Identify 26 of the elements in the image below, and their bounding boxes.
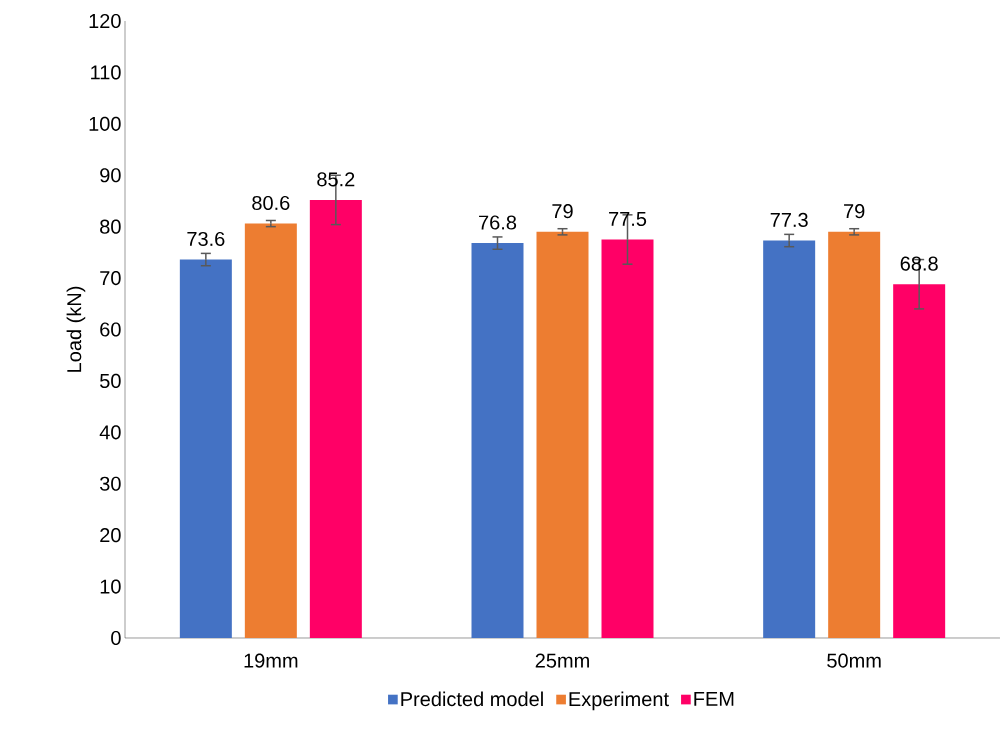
data-label: 79 [844,204,865,219]
y-tick-label: 120 [89,13,121,29]
y-tick-label: 110 [91,65,121,80]
x-tick-label: 19mm [244,653,298,668]
data-label: 80.6 [252,195,290,211]
data-label: 79 [552,204,573,219]
y-tick-label: 70 [100,271,121,286]
y-axis-title: Load (kN) [66,286,86,372]
x-tick-label: 50mm [827,653,881,668]
legend-label: Experiment [569,691,669,711]
y-tick-label: 30 [100,476,121,491]
data-label: 73.6 [187,231,225,247]
x-tick-label: 25mm [535,653,589,668]
y-tick-label: 20 [100,528,121,543]
y-tick-label: 40 [99,425,121,440]
y-tick-label: 50 [100,373,121,388]
data-label: 77.3 [770,212,808,227]
y-tick-label: 0 [111,630,121,646]
y-tick-label: 80 [100,219,121,234]
y-tick-label: 90 [100,168,121,183]
legend-label: Predicted model [401,691,543,707]
y-tick-label: 10 [100,579,121,594]
legend-label: FEM [694,691,734,706]
y-tick-label: 100 [89,116,121,131]
data-label: 76.8 [479,215,517,230]
y-tick-label: 60 [100,322,121,337]
